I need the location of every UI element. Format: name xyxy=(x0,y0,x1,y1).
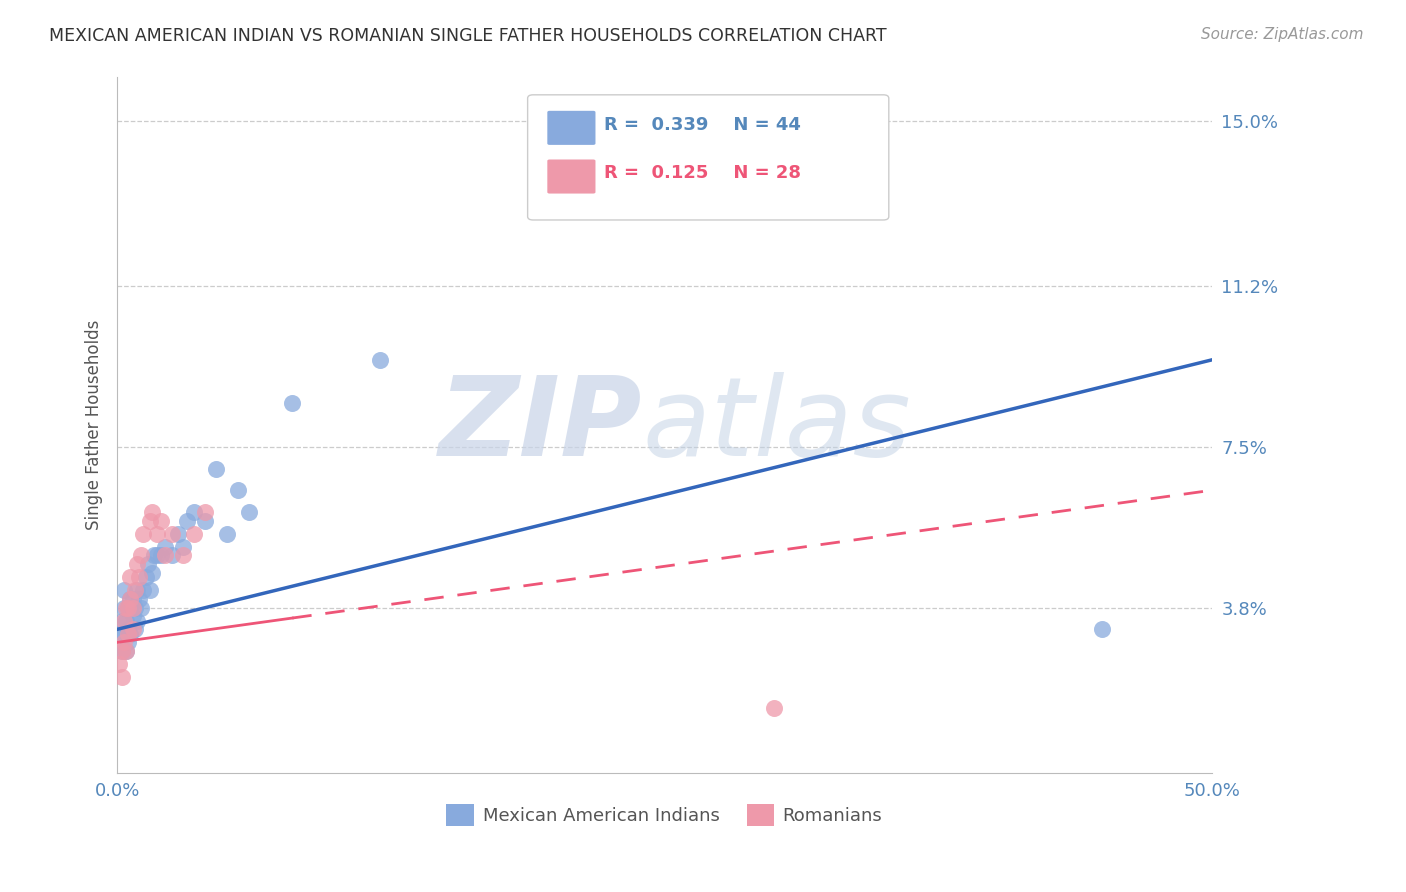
Point xyxy=(183,505,205,519)
Point xyxy=(145,526,167,541)
Point xyxy=(155,549,177,563)
Point xyxy=(120,600,142,615)
Point xyxy=(1091,623,1114,637)
Point xyxy=(172,549,194,563)
Point xyxy=(124,600,146,615)
Point xyxy=(121,591,143,606)
Point xyxy=(167,526,190,541)
Point xyxy=(176,514,198,528)
Point xyxy=(149,514,172,528)
Point xyxy=(124,623,146,637)
Point xyxy=(135,570,157,584)
Point xyxy=(128,570,150,584)
FancyBboxPatch shape xyxy=(547,111,596,145)
Legend: Mexican American Indians, Romanians: Mexican American Indians, Romanians xyxy=(439,797,890,833)
Text: R =  0.339    N = 44: R = 0.339 N = 44 xyxy=(605,116,801,134)
Point xyxy=(120,570,142,584)
Point xyxy=(117,635,139,649)
Point xyxy=(110,670,132,684)
Point xyxy=(112,614,135,628)
Point xyxy=(125,583,148,598)
Point xyxy=(125,557,148,571)
Point xyxy=(281,396,304,410)
Point xyxy=(139,514,162,528)
Point xyxy=(129,549,152,563)
Point xyxy=(183,526,205,541)
Text: R =  0.125    N = 28: R = 0.125 N = 28 xyxy=(605,164,801,182)
Point xyxy=(124,583,146,598)
Point xyxy=(120,626,142,640)
Point xyxy=(149,549,172,563)
Point xyxy=(117,600,139,615)
Point xyxy=(194,505,217,519)
Point xyxy=(204,461,226,475)
Point xyxy=(108,657,131,672)
Point xyxy=(117,626,139,640)
Point xyxy=(160,526,183,541)
Point xyxy=(238,505,260,519)
Point xyxy=(226,483,249,498)
Point xyxy=(368,352,391,367)
Point xyxy=(128,591,150,606)
Point xyxy=(121,609,143,624)
Text: atlas: atlas xyxy=(643,372,911,479)
Point xyxy=(115,614,138,628)
Point xyxy=(129,600,152,615)
Point xyxy=(110,644,132,658)
FancyBboxPatch shape xyxy=(527,95,889,220)
Point xyxy=(132,526,155,541)
Y-axis label: Single Father Households: Single Father Households xyxy=(86,320,103,530)
Text: Source: ZipAtlas.com: Source: ZipAtlas.com xyxy=(1201,27,1364,42)
Text: ZIP: ZIP xyxy=(439,372,643,479)
Point xyxy=(115,644,138,658)
Point xyxy=(121,600,143,615)
Point xyxy=(194,514,217,528)
Point xyxy=(762,700,785,714)
Point xyxy=(117,600,139,615)
Point xyxy=(110,644,132,658)
Point xyxy=(120,591,142,606)
Point xyxy=(110,614,132,628)
Point xyxy=(215,526,238,541)
Point xyxy=(139,583,162,598)
Point xyxy=(125,614,148,628)
Point xyxy=(155,540,177,554)
Point xyxy=(112,600,135,615)
Point xyxy=(145,549,167,563)
Point xyxy=(112,635,135,649)
Point xyxy=(160,549,183,563)
Point xyxy=(121,623,143,637)
Point xyxy=(112,583,135,598)
Text: MEXICAN AMERICAN INDIAN VS ROMANIAN SINGLE FATHER HOUSEHOLDS CORRELATION CHART: MEXICAN AMERICAN INDIAN VS ROMANIAN SING… xyxy=(49,27,887,45)
FancyBboxPatch shape xyxy=(547,160,596,194)
Point xyxy=(115,600,138,615)
Point xyxy=(141,505,163,519)
Point xyxy=(172,540,194,554)
Point xyxy=(141,566,163,580)
Point xyxy=(143,549,166,563)
Point xyxy=(108,626,131,640)
Point xyxy=(132,583,155,598)
Point xyxy=(112,626,135,640)
Point xyxy=(115,644,138,658)
Point xyxy=(120,591,142,606)
Point xyxy=(117,623,139,637)
Point xyxy=(136,557,159,571)
